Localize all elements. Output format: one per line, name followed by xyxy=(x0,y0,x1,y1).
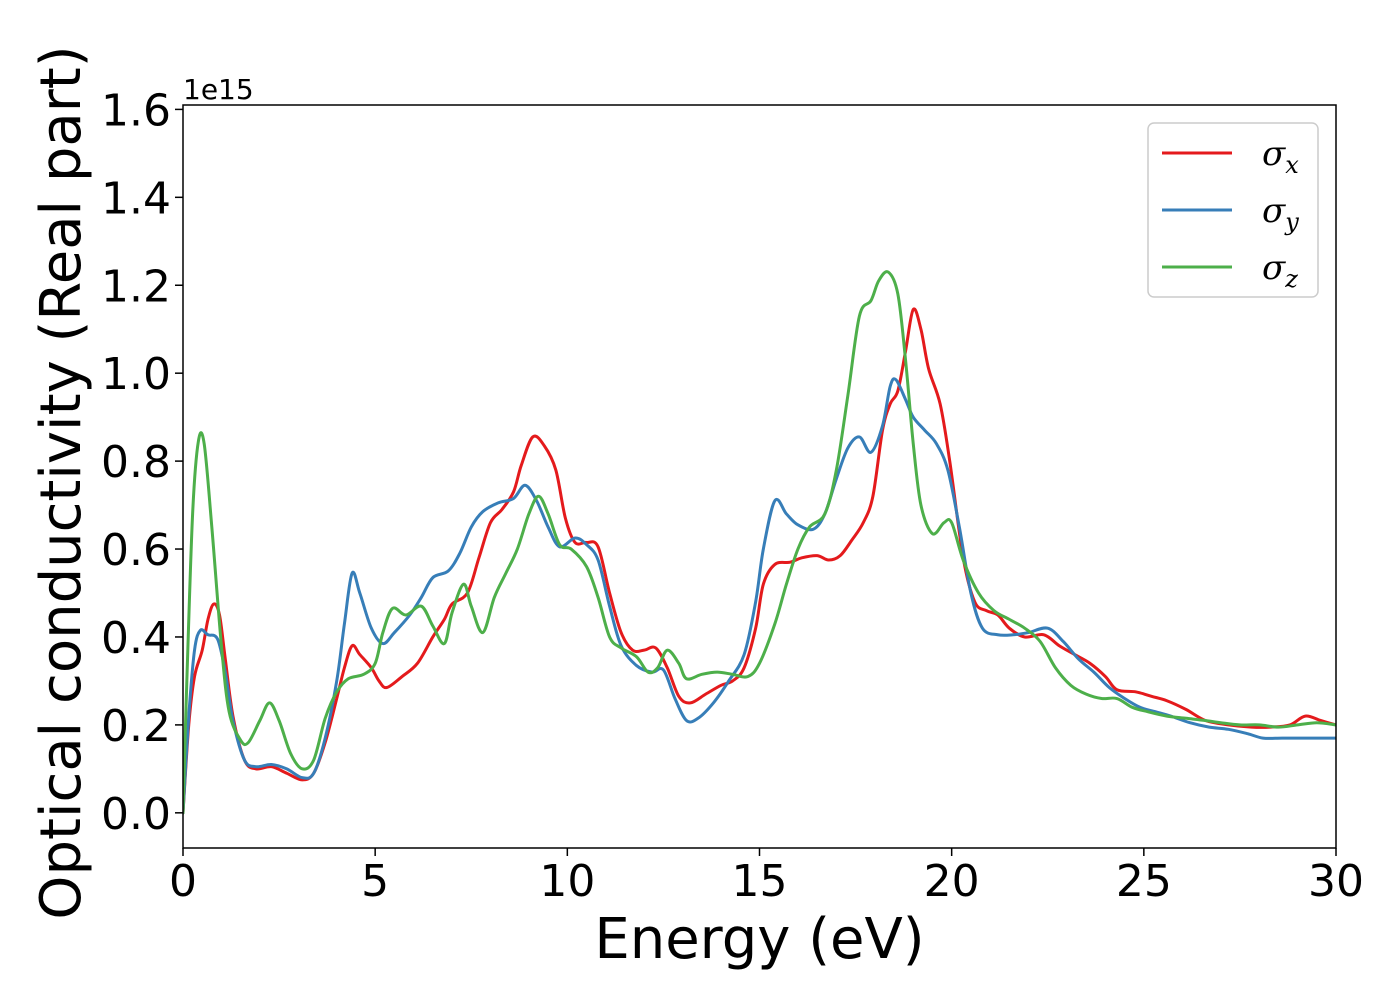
y-tick-label: 1.6 xyxy=(101,85,171,136)
legend-item-x: σx xyxy=(1162,134,1299,179)
legend: σx σy σz xyxy=(1147,122,1319,298)
series-line-x xyxy=(183,307,1336,815)
legend-label: σy xyxy=(1262,191,1299,236)
y-tick-label: 0.8 xyxy=(101,437,171,488)
x-axis-label: Energy (eV) xyxy=(594,907,924,972)
x-axis: 0 5 10 15 20 25 30 xyxy=(169,848,1364,907)
x-tick-label: 25 xyxy=(1116,856,1172,907)
y-tick-label: 1.4 xyxy=(101,173,171,224)
y-tick-label: 1.0 xyxy=(101,349,171,400)
legend-box xyxy=(1147,122,1319,298)
y-axis: 0.0 0.2 0.4 0.6 0.8 1.0 1.2 1.4 1.6 xyxy=(101,85,183,840)
series-layer xyxy=(183,270,1336,815)
series-line-z xyxy=(183,270,1336,815)
legend-item-y: σy xyxy=(1162,191,1299,236)
legend-item-z: σz xyxy=(1162,248,1298,293)
legend-label: σz xyxy=(1262,248,1298,293)
plot-area xyxy=(183,105,1336,848)
x-tick-label: 0 xyxy=(169,856,197,907)
y-tick-label: 0.4 xyxy=(101,613,171,664)
y-offset-label: 1e15 xyxy=(183,73,254,106)
x-tick-label: 10 xyxy=(539,856,595,907)
x-tick-label: 15 xyxy=(732,856,788,907)
y-tick-label: 0.2 xyxy=(101,701,171,752)
x-tick-label: 5 xyxy=(361,856,389,907)
y-axis-label: Optical conductivity (Real part) xyxy=(29,45,94,919)
x-tick-label: 30 xyxy=(1308,856,1364,907)
legend-label: σx xyxy=(1262,134,1299,179)
y-tick-label: 0.6 xyxy=(101,525,171,576)
series-line-y xyxy=(183,377,1336,815)
x-tick-label: 20 xyxy=(924,856,980,907)
y-tick-label: 1.2 xyxy=(101,261,171,312)
y-tick-label: 0.0 xyxy=(101,789,171,840)
